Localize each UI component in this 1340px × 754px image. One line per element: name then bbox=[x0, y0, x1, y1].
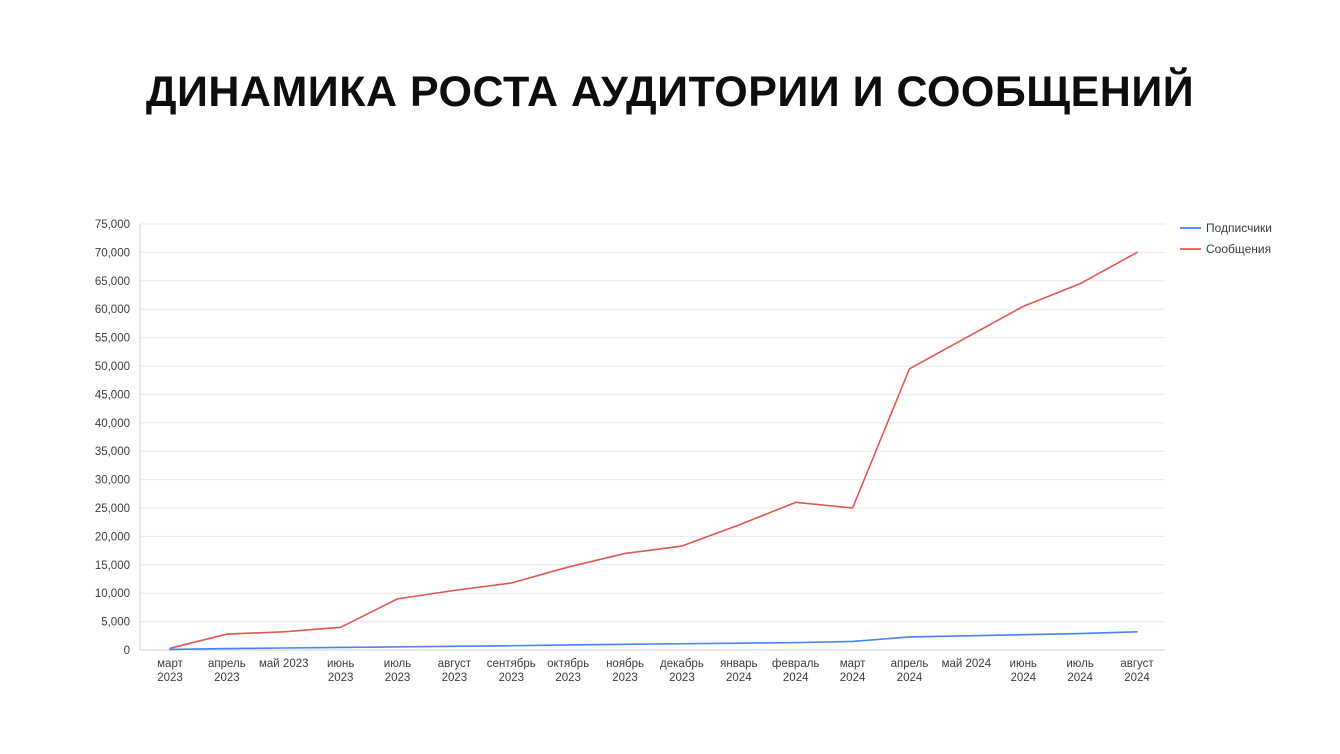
chart-title: ДИНАМИКА РОСТА АУДИТОРИИ И СООБЩЕНИЙ bbox=[145, 68, 1195, 116]
legend-label-messages: Сообщения bbox=[1206, 242, 1271, 256]
x-tick-label: 2024 bbox=[1067, 672, 1093, 684]
x-tick-label: июль bbox=[384, 658, 412, 670]
x-tick-label: июнь bbox=[327, 658, 354, 670]
y-tick-label: 60,000 bbox=[95, 304, 130, 316]
y-tick-label: 75,000 bbox=[95, 219, 130, 231]
x-tick-label: март bbox=[157, 658, 183, 670]
y-tick-label: 35,000 bbox=[95, 446, 130, 458]
x-tick-label: октябрь bbox=[547, 658, 589, 670]
y-tick-label: 20,000 bbox=[95, 531, 130, 543]
x-tick-label: 2024 bbox=[1010, 672, 1036, 684]
x-tick-label: 2024 bbox=[1124, 672, 1150, 684]
series-line-messages bbox=[169, 251, 1138, 650]
x-tick-label: август bbox=[1120, 658, 1154, 670]
x-tick-label: 2023 bbox=[612, 672, 638, 684]
x-tick-label: 2024 bbox=[840, 672, 866, 684]
x-tick-label: март bbox=[840, 658, 866, 670]
x-tick-label: 2023 bbox=[669, 672, 695, 684]
x-tick-label: 2023 bbox=[385, 672, 411, 684]
x-tick-label: 2024 bbox=[783, 672, 809, 684]
x-tick-label: 2024 bbox=[897, 672, 923, 684]
y-tick-label: 5,000 bbox=[101, 617, 130, 629]
y-tick-label: 0 bbox=[124, 645, 130, 657]
y-tick-label: 65,000 bbox=[95, 276, 130, 288]
legend-label-subscribers: Подписчики bbox=[1206, 221, 1272, 235]
y-tick-label: 15,000 bbox=[95, 560, 130, 572]
x-tick-label: май 2023 bbox=[259, 658, 309, 670]
x-tick-label: 2024 bbox=[726, 672, 752, 684]
x-tick-label: ноябрь bbox=[606, 658, 644, 670]
x-tick-label: 2023 bbox=[157, 672, 183, 684]
y-tick-label: 25,000 bbox=[95, 503, 130, 515]
y-tick-label: 30,000 bbox=[95, 475, 130, 487]
y-tick-label: 40,000 bbox=[95, 418, 130, 430]
x-tick-label: июль bbox=[1066, 658, 1094, 670]
y-tick-label: 50,000 bbox=[95, 361, 130, 373]
x-tick-label: апрель bbox=[208, 658, 246, 670]
y-tick-label: 10,000 bbox=[95, 588, 130, 600]
x-tick-label: 2023 bbox=[328, 672, 354, 684]
x-tick-label: июнь bbox=[1010, 658, 1037, 670]
x-tick-label: август bbox=[438, 658, 472, 670]
x-tick-label: 2023 bbox=[214, 672, 240, 684]
y-tick-label: 45,000 bbox=[95, 389, 130, 401]
y-tick-label: 70,000 bbox=[95, 247, 130, 259]
y-tick-label: 55,000 bbox=[95, 333, 130, 345]
x-tick-label: май 2024 bbox=[942, 658, 992, 670]
x-tick-label: декабрь bbox=[660, 658, 704, 670]
x-tick-label: апрель bbox=[891, 658, 929, 670]
x-tick-label: январь bbox=[720, 658, 757, 670]
x-tick-label: февраль bbox=[772, 658, 819, 670]
series-line-subscribers bbox=[169, 631, 1138, 651]
x-tick-label: 2023 bbox=[498, 672, 524, 684]
x-tick-label: сентябрь bbox=[487, 658, 536, 670]
x-tick-label: 2023 bbox=[555, 672, 581, 684]
x-tick-label: 2023 bbox=[442, 672, 468, 684]
